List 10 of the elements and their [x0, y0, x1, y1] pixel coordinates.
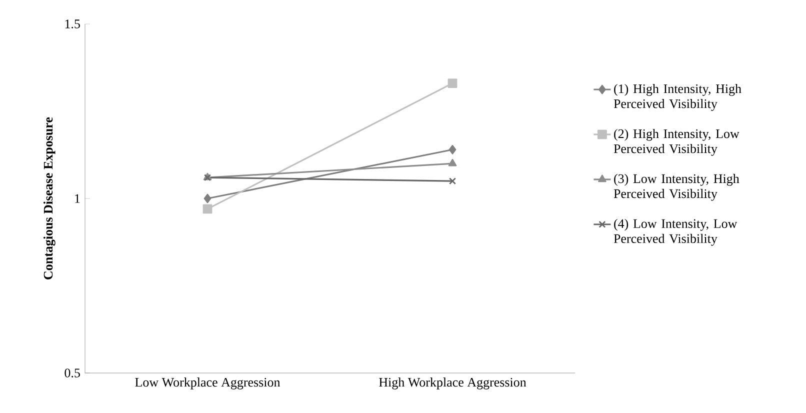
x-tick-label: Low Workplace Aggression: [135, 378, 280, 390]
legend-label: (4) Low Intensity, Low Perceived Visibility: [614, 218, 738, 246]
legend-label: (3) Low Intensity, High Perceived Visibility: [614, 174, 740, 201]
y-axis-title: Contagious Disease Exposure: [43, 117, 56, 280]
legend-label: (2) High Intensity, Low Perceived Visibility: [614, 128, 740, 156]
x-tick-label: High Workplace Aggression: [379, 378, 526, 390]
legend-label: (1) High Intensity, High Perceived Visibility: [614, 84, 742, 111]
y-tick-label: 1: [75, 194, 80, 203]
y-tick-label: 1.5: [65, 20, 80, 28]
y-tick-label: 0.5: [64, 368, 80, 378]
